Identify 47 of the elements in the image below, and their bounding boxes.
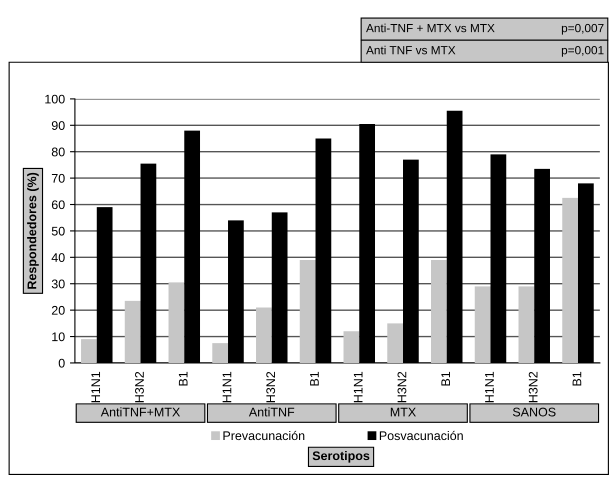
x-tick-label: H1N1 [485,372,494,402]
bar [81,339,97,363]
x-tick-label: H3N2 [266,372,276,402]
x-tick-label: H1N1 [222,372,232,402]
y-tick-label: 0 [58,358,65,368]
x-axis-title: Serotipos [312,450,370,463]
y-tick-label: 30 [52,280,65,288]
x-tick-label: B1 [310,372,319,386]
bar [256,307,272,363]
legend-label: Posvacunación [380,430,463,440]
bar [387,323,404,363]
text: p=0,001 [562,46,604,57]
x-tick-label: H3N2 [135,372,144,402]
legend-label: Prevacunación [223,430,304,440]
text: Anti TNF vs MTX [366,46,456,54]
bar [518,286,534,363]
text: AntiTNF [248,407,294,416]
bar [344,331,360,363]
x-tick-label: H3N2 [398,372,406,402]
y-tick-label: 80 [52,148,65,156]
x-tick-label: B1 [572,372,582,386]
bar [124,300,141,363]
x-tick-label: H1N1 [354,372,362,402]
text: AntiTNF+MTX [100,407,180,416]
y-tick-label: 70 [52,174,65,183]
y-tick-label: 40 [52,253,65,262]
y-tick-label: 60 [52,200,65,210]
text: Anti-TNF + MTX vs MTX [366,24,495,32]
bar [212,343,228,363]
text: MTX [390,408,416,416]
bar [431,260,447,363]
bar [300,260,316,363]
x-tick-label: H1N1 [91,372,100,402]
y-tick-label: 100 [45,94,65,104]
y-axis-title: Respondedores (%) [27,172,39,289]
bar [474,286,490,363]
x-tick-label: B1 [178,372,188,386]
y-tick-label: 90 [52,121,65,130]
y-tick-label: 50 [52,226,65,236]
text: SANOS [512,408,556,416]
bar [562,198,578,363]
bar [168,282,184,363]
x-tick-label: H3N2 [528,372,538,402]
y-tick-label: 20 [52,306,65,315]
y-tick-label: 10 [52,332,65,342]
x-tick-label: B1 [441,372,450,386]
text: p=0,007 [562,24,604,35]
